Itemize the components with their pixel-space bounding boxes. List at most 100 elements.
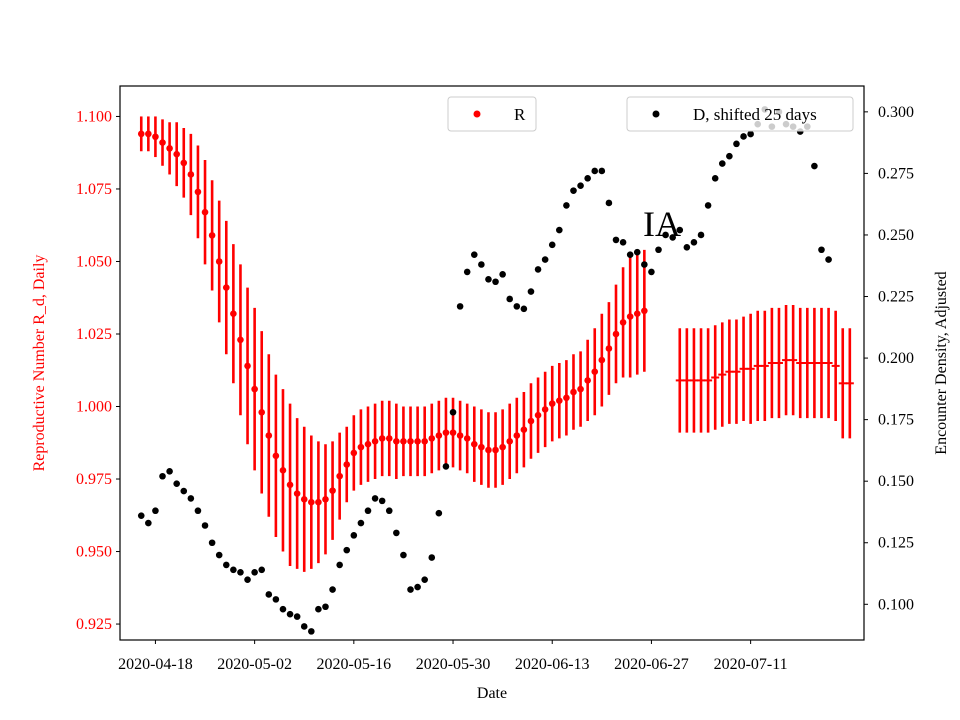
d-point <box>733 140 740 148</box>
legend-d-frame <box>626 96 854 132</box>
d-point <box>180 487 188 495</box>
r-point <box>520 426 528 434</box>
d-point <box>563 202 570 209</box>
d-point <box>690 239 698 246</box>
r-point <box>272 452 280 460</box>
d-point <box>442 463 450 470</box>
d-point <box>548 241 556 249</box>
d-point <box>215 551 223 559</box>
r-point <box>230 310 237 317</box>
d-point <box>187 495 195 502</box>
r-point <box>591 368 599 376</box>
d-point <box>697 231 705 239</box>
r-point <box>201 208 209 216</box>
d-point <box>626 251 634 258</box>
r-point <box>357 443 365 451</box>
r-point <box>286 481 294 489</box>
left-y-tick-label: 1.025 <box>76 326 112 343</box>
d-point <box>513 303 521 310</box>
d-point <box>718 160 726 167</box>
right-y-tick-label: 0.100 <box>878 596 914 613</box>
r-point <box>598 356 606 364</box>
d-point <box>407 586 414 593</box>
d-point <box>293 613 301 620</box>
d-point <box>201 522 209 529</box>
r-point <box>166 145 173 152</box>
d-point <box>704 202 712 209</box>
d-point <box>300 623 308 630</box>
x-tick-label: 2020-07-11 <box>714 656 788 673</box>
r-point <box>237 336 244 344</box>
left-y-tick-label: 1.000 <box>76 399 112 416</box>
d-point <box>825 256 832 263</box>
r-point <box>556 397 563 405</box>
r-point <box>499 443 506 451</box>
x-tick-label: 2020-06-13 <box>515 656 590 673</box>
r-point <box>527 417 535 425</box>
d-point <box>414 583 421 591</box>
d-point <box>577 182 584 190</box>
plot-marks <box>137 106 854 635</box>
d-point <box>541 256 549 263</box>
d-point <box>811 162 818 170</box>
d-point <box>336 561 343 569</box>
right-y-tick-label: 0.275 <box>878 165 914 182</box>
r-point <box>308 498 315 506</box>
d-point <box>662 231 669 239</box>
d-point <box>308 628 315 635</box>
left-y-tick-label: 1.075 <box>76 181 112 198</box>
d-point <box>499 271 506 278</box>
r-point <box>619 319 627 326</box>
d-point <box>612 236 620 244</box>
right-y-tick-label: 0.150 <box>878 473 914 490</box>
d-point <box>435 509 443 517</box>
d-point <box>428 554 436 561</box>
x-axis: 2020-04-18 2020-05-02 2020-05-16 2020-05-30… <box>118 640 788 673</box>
r-point <box>421 438 428 445</box>
r-point <box>336 472 343 480</box>
right-y-tick-label: 0.125 <box>878 535 914 552</box>
legend-d-label: D, shifted 25 days <box>693 105 817 124</box>
d-point <box>478 261 485 268</box>
r-point <box>208 232 216 239</box>
r-point <box>577 385 584 393</box>
plot-frame <box>119 85 865 641</box>
d-point <box>244 576 251 583</box>
d-point <box>740 133 747 140</box>
r-point <box>584 377 591 384</box>
d-point <box>329 586 336 593</box>
legend-d: D, shifted 25 days <box>626 96 854 132</box>
d-point <box>237 568 244 576</box>
r-point <box>145 130 152 138</box>
r-point <box>300 496 308 503</box>
r-point <box>563 394 570 402</box>
d-point <box>570 187 577 194</box>
left-y-tick-label: 0.925 <box>76 616 112 633</box>
legend-r: R <box>447 96 537 132</box>
d-point <box>393 529 400 537</box>
right-y-axis-label: Encounter Density, Adjusted <box>933 271 950 454</box>
d-point <box>343 546 351 554</box>
d-point <box>556 226 563 234</box>
d-point <box>726 152 733 160</box>
r-point <box>605 345 613 352</box>
d-point <box>584 175 591 182</box>
d-point <box>711 175 719 182</box>
d-point <box>322 603 329 611</box>
d-point <box>605 199 613 207</box>
d-point <box>534 266 542 273</box>
d-point <box>655 246 662 254</box>
r-point <box>378 435 386 442</box>
r-point <box>612 330 620 338</box>
x-tick-label: 2020-04-18 <box>118 656 193 673</box>
d-point <box>385 507 393 515</box>
r-point <box>315 498 322 506</box>
right-y-axis: 0.100 0.125 0.150 0.175 0.200 0.225 0.250 0.275… <box>864 104 914 613</box>
d-point <box>520 305 528 313</box>
right-y-tick-label: 0.175 <box>878 412 914 429</box>
d-point <box>818 246 825 254</box>
r-point <box>244 362 251 370</box>
r-point <box>456 432 464 439</box>
r-point <box>393 438 400 445</box>
d-point <box>648 268 655 276</box>
